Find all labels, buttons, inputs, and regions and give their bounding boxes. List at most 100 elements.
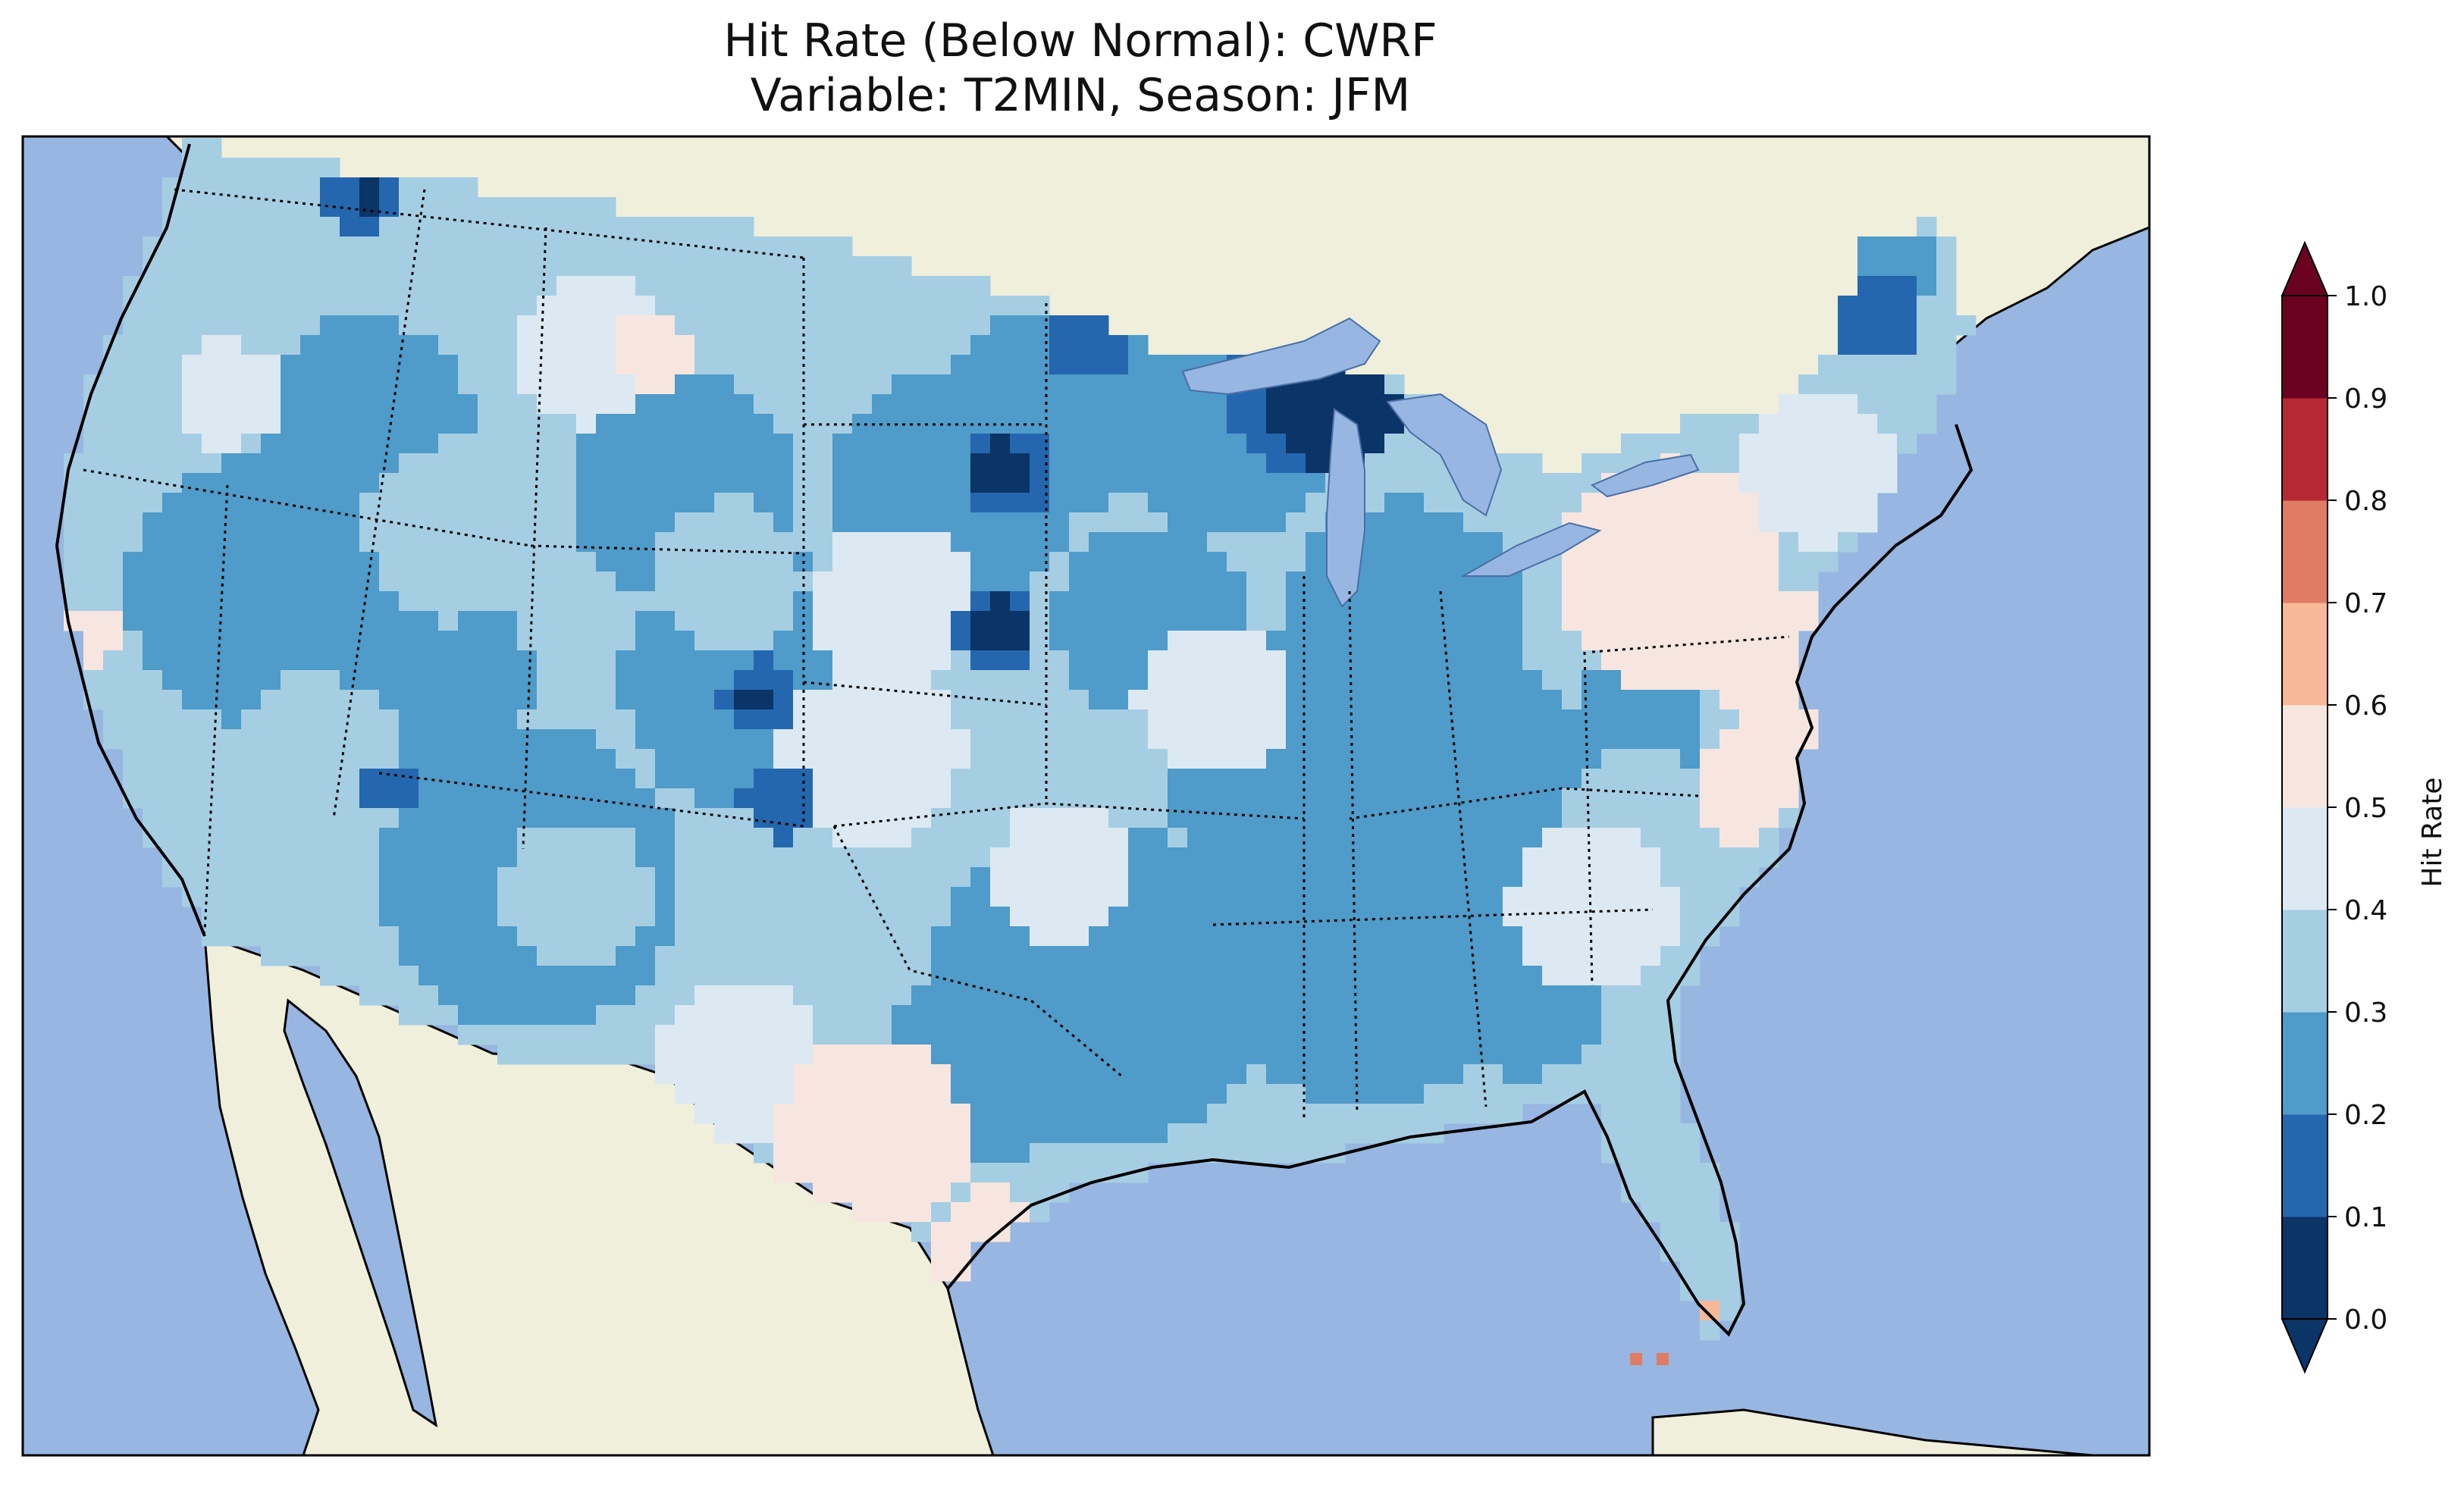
heatmap-cell [281, 532, 301, 553]
heatmap-cell [556, 394, 577, 415]
heatmap-cell [1739, 847, 1760, 868]
heatmap-cell [813, 552, 833, 572]
heatmap-cell [1168, 828, 1188, 848]
heatmap-cell [1030, 572, 1050, 592]
heatmap-cell [241, 552, 262, 572]
heatmap-cell [281, 236, 301, 257]
heatmap-cell [951, 374, 971, 395]
heatmap-cell [340, 552, 360, 572]
heatmap-cell [1187, 769, 1208, 789]
heatmap-cell [1325, 808, 1346, 828]
heatmap-cell [1108, 355, 1129, 375]
heatmap-cell [1187, 887, 1208, 907]
heatmap-cell [182, 197, 202, 218]
heatmap-cell [1582, 493, 1602, 513]
heatmap-cell [911, 552, 932, 572]
heatmap-cell [655, 709, 676, 730]
heatmap-cell [497, 374, 518, 395]
heatmap-cell [478, 966, 498, 986]
heatmap-cell [537, 670, 557, 691]
heatmap-cell [281, 512, 301, 533]
heatmap-cell [162, 788, 183, 809]
heatmap-cell [773, 236, 794, 257]
heatmap-cell [438, 749, 459, 769]
heatmap-cell [576, 473, 597, 493]
heatmap-cell [1187, 1104, 1208, 1124]
heatmap-cell [1857, 434, 1878, 454]
heatmap-cell [340, 907, 360, 927]
heatmap-cell [872, 1123, 892, 1144]
heatmap-cell [1010, 1064, 1030, 1085]
heatmap-cell [1917, 394, 1937, 415]
heatmap-cell [202, 414, 222, 434]
heatmap-cell [379, 709, 400, 730]
heatmap-cell [1562, 670, 1582, 691]
heatmap-cell [970, 493, 991, 513]
heatmap-cell [202, 591, 222, 612]
heatmap-cell [655, 1064, 676, 1085]
heatmap-cell [1463, 709, 1484, 730]
heatmap-cell [576, 670, 597, 691]
heatmap-cell [162, 552, 183, 572]
heatmap-cell [655, 887, 676, 907]
heatmap-cell [1128, 355, 1149, 375]
heatmap-cell [852, 749, 873, 769]
heatmap-cell [1621, 552, 1641, 572]
heatmap-cell [596, 394, 616, 415]
heatmap-cell [714, 552, 735, 572]
heatmap-cell [793, 907, 813, 927]
heatmap-cell [655, 493, 676, 513]
heatmap-cell [734, 867, 754, 888]
heatmap-cell [143, 591, 163, 612]
heatmap-cell [1306, 867, 1326, 888]
heatmap-cell [1404, 611, 1425, 631]
heatmap-cell [1522, 453, 1543, 474]
heatmap-cell [340, 966, 360, 986]
heatmap-cell [1306, 709, 1326, 730]
heatmap-cell [1168, 1104, 1188, 1124]
heatmap-cell [162, 591, 183, 612]
heatmap-cell [990, 709, 1011, 730]
colorbar-bin [2282, 603, 2328, 706]
heatmap-cell [714, 808, 735, 828]
heatmap-cell [1168, 1025, 1188, 1045]
heatmap-cell [1089, 315, 1109, 336]
heatmap-cell [694, 453, 715, 474]
heatmap-cell [793, 414, 813, 434]
heatmap-cell [616, 631, 636, 651]
heatmap-cell [1069, 1064, 1089, 1085]
heatmap-cell [320, 434, 340, 454]
heatmap-cell [143, 276, 163, 296]
heatmap-cell [241, 177, 262, 198]
heatmap-cell [655, 434, 676, 454]
heatmap-cell [576, 769, 597, 789]
heatmap-cell [931, 1182, 951, 1203]
heatmap-cell [1128, 532, 1149, 553]
heatmap-cell [1306, 572, 1326, 592]
heatmap-cell [379, 493, 400, 513]
heatmap-cell [931, 591, 951, 612]
heatmap-cell [517, 670, 538, 691]
heatmap-cell [694, 434, 715, 454]
heatmap-cell [241, 414, 262, 434]
heatmap-cell [162, 335, 183, 355]
heatmap-cell [162, 374, 183, 395]
heatmap-cell [497, 335, 518, 355]
heatmap-cell [635, 985, 656, 1006]
heatmap-cell [970, 1084, 991, 1104]
heatmap-cell [1128, 1025, 1149, 1045]
heatmap-cell [793, 1064, 813, 1085]
heatmap-cell [537, 453, 557, 474]
heatmap-cell [1168, 572, 1188, 592]
heatmap-cell [596, 1045, 616, 1065]
heatmap-cell [300, 788, 321, 809]
heatmap-cell [1207, 1064, 1227, 1085]
heatmap-cell [162, 236, 183, 257]
heatmap-cell [911, 926, 932, 947]
heatmap-cell [872, 532, 892, 553]
heatmap-cell [419, 926, 439, 947]
heatmap-cell [64, 572, 84, 592]
heatmap-cell [1069, 709, 1089, 730]
heatmap-cell [300, 709, 321, 730]
heatmap-cell [635, 493, 656, 513]
